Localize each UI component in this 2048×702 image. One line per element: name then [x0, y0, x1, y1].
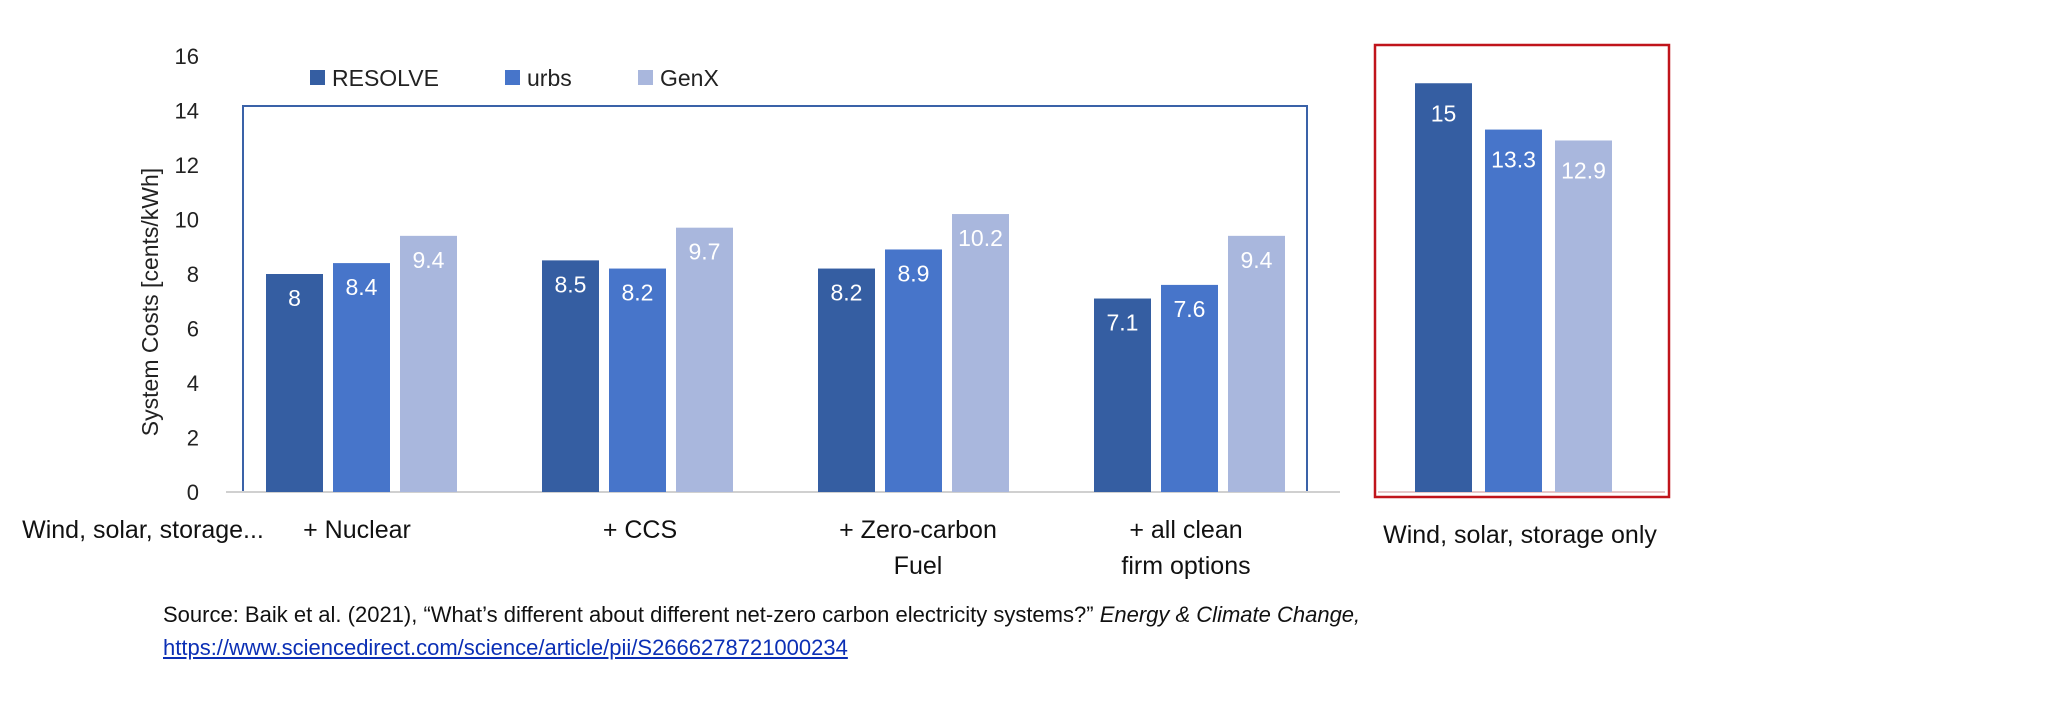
highlight-box: [1373, 43, 1671, 499]
bar: [542, 260, 599, 492]
bar: [266, 274, 323, 492]
x-prefix-label: Wind, solar, storage...: [22, 516, 264, 544]
bar-value-label: 9.4: [1241, 247, 1273, 273]
bar: [1094, 298, 1151, 492]
bar-value-label: 7.6: [1174, 296, 1206, 322]
bar: [1485, 129, 1542, 492]
bar: [609, 268, 666, 492]
bar: [1555, 140, 1612, 492]
bar-value-label: 7.1: [1107, 310, 1139, 336]
source-citation: Source: Baik et al. (2021), “What’s diff…: [163, 598, 1360, 664]
x-category-label: Wind, solar, storage only: [1383, 521, 1657, 549]
x-category-label: + Zero-carbon: [839, 516, 997, 544]
bar-value-label: 9.7: [689, 239, 721, 265]
y-tick-label: 4: [187, 371, 199, 396]
legend-label: GenX: [660, 65, 719, 91]
y-tick-label: 14: [175, 99, 199, 124]
bar-value-label: 15: [1431, 100, 1457, 126]
bar-value-label: 8.2: [622, 280, 654, 306]
bar-value-label: 8: [288, 285, 301, 311]
x-category-label: firm options: [1121, 552, 1250, 580]
y-tick-label: 16: [175, 44, 199, 69]
legend-swatch: [638, 70, 653, 85]
x-category-label: + CCS: [603, 516, 677, 544]
bar-value-label: 12.9: [1561, 157, 1606, 183]
bar-value-label: 8.9: [898, 260, 930, 286]
y-tick-label: 10: [175, 208, 199, 233]
bar: [400, 235, 457, 492]
bar: [818, 268, 875, 492]
bar-value-label: 8.2: [831, 280, 863, 306]
legend-swatch: [310, 70, 325, 85]
y-tick-label: 8: [187, 262, 199, 287]
legend-label: RESOLVE: [332, 65, 439, 91]
bar: [1228, 235, 1285, 492]
bar-value-label: 13.3: [1491, 147, 1536, 173]
y-tick-label: 0: [187, 480, 199, 505]
y-axis-label: System Costs [cents/kWh]: [137, 168, 163, 436]
bar: [952, 214, 1009, 493]
x-category-label: + Nuclear: [303, 516, 411, 544]
source-journal: Energy & Climate Change,: [1099, 602, 1361, 627]
bar-value-label: 8.4: [346, 274, 378, 300]
bar: [1161, 284, 1218, 492]
x-category-label: + all clean: [1129, 516, 1242, 544]
source-prefix: Source: Baik et al. (2021), “What’s diff…: [163, 602, 1094, 627]
x-category-label: Fuel: [894, 552, 943, 580]
legend-swatch: [505, 70, 520, 85]
bar-value-label: 8.5: [555, 271, 587, 297]
bar: [1415, 83, 1472, 492]
bar-value-label: 10.2: [958, 225, 1003, 251]
bar: [333, 263, 390, 492]
bar: [885, 249, 942, 492]
y-tick-label: 6: [187, 317, 199, 342]
legend-label: urbs: [527, 65, 572, 91]
source-link[interactable]: https://www.sciencedirect.com/science/ar…: [163, 635, 848, 660]
bar-value-label: 9.4: [413, 247, 445, 273]
bar: [676, 227, 733, 493]
y-tick-label: 12: [175, 153, 199, 178]
y-tick-label: 2: [187, 426, 199, 451]
